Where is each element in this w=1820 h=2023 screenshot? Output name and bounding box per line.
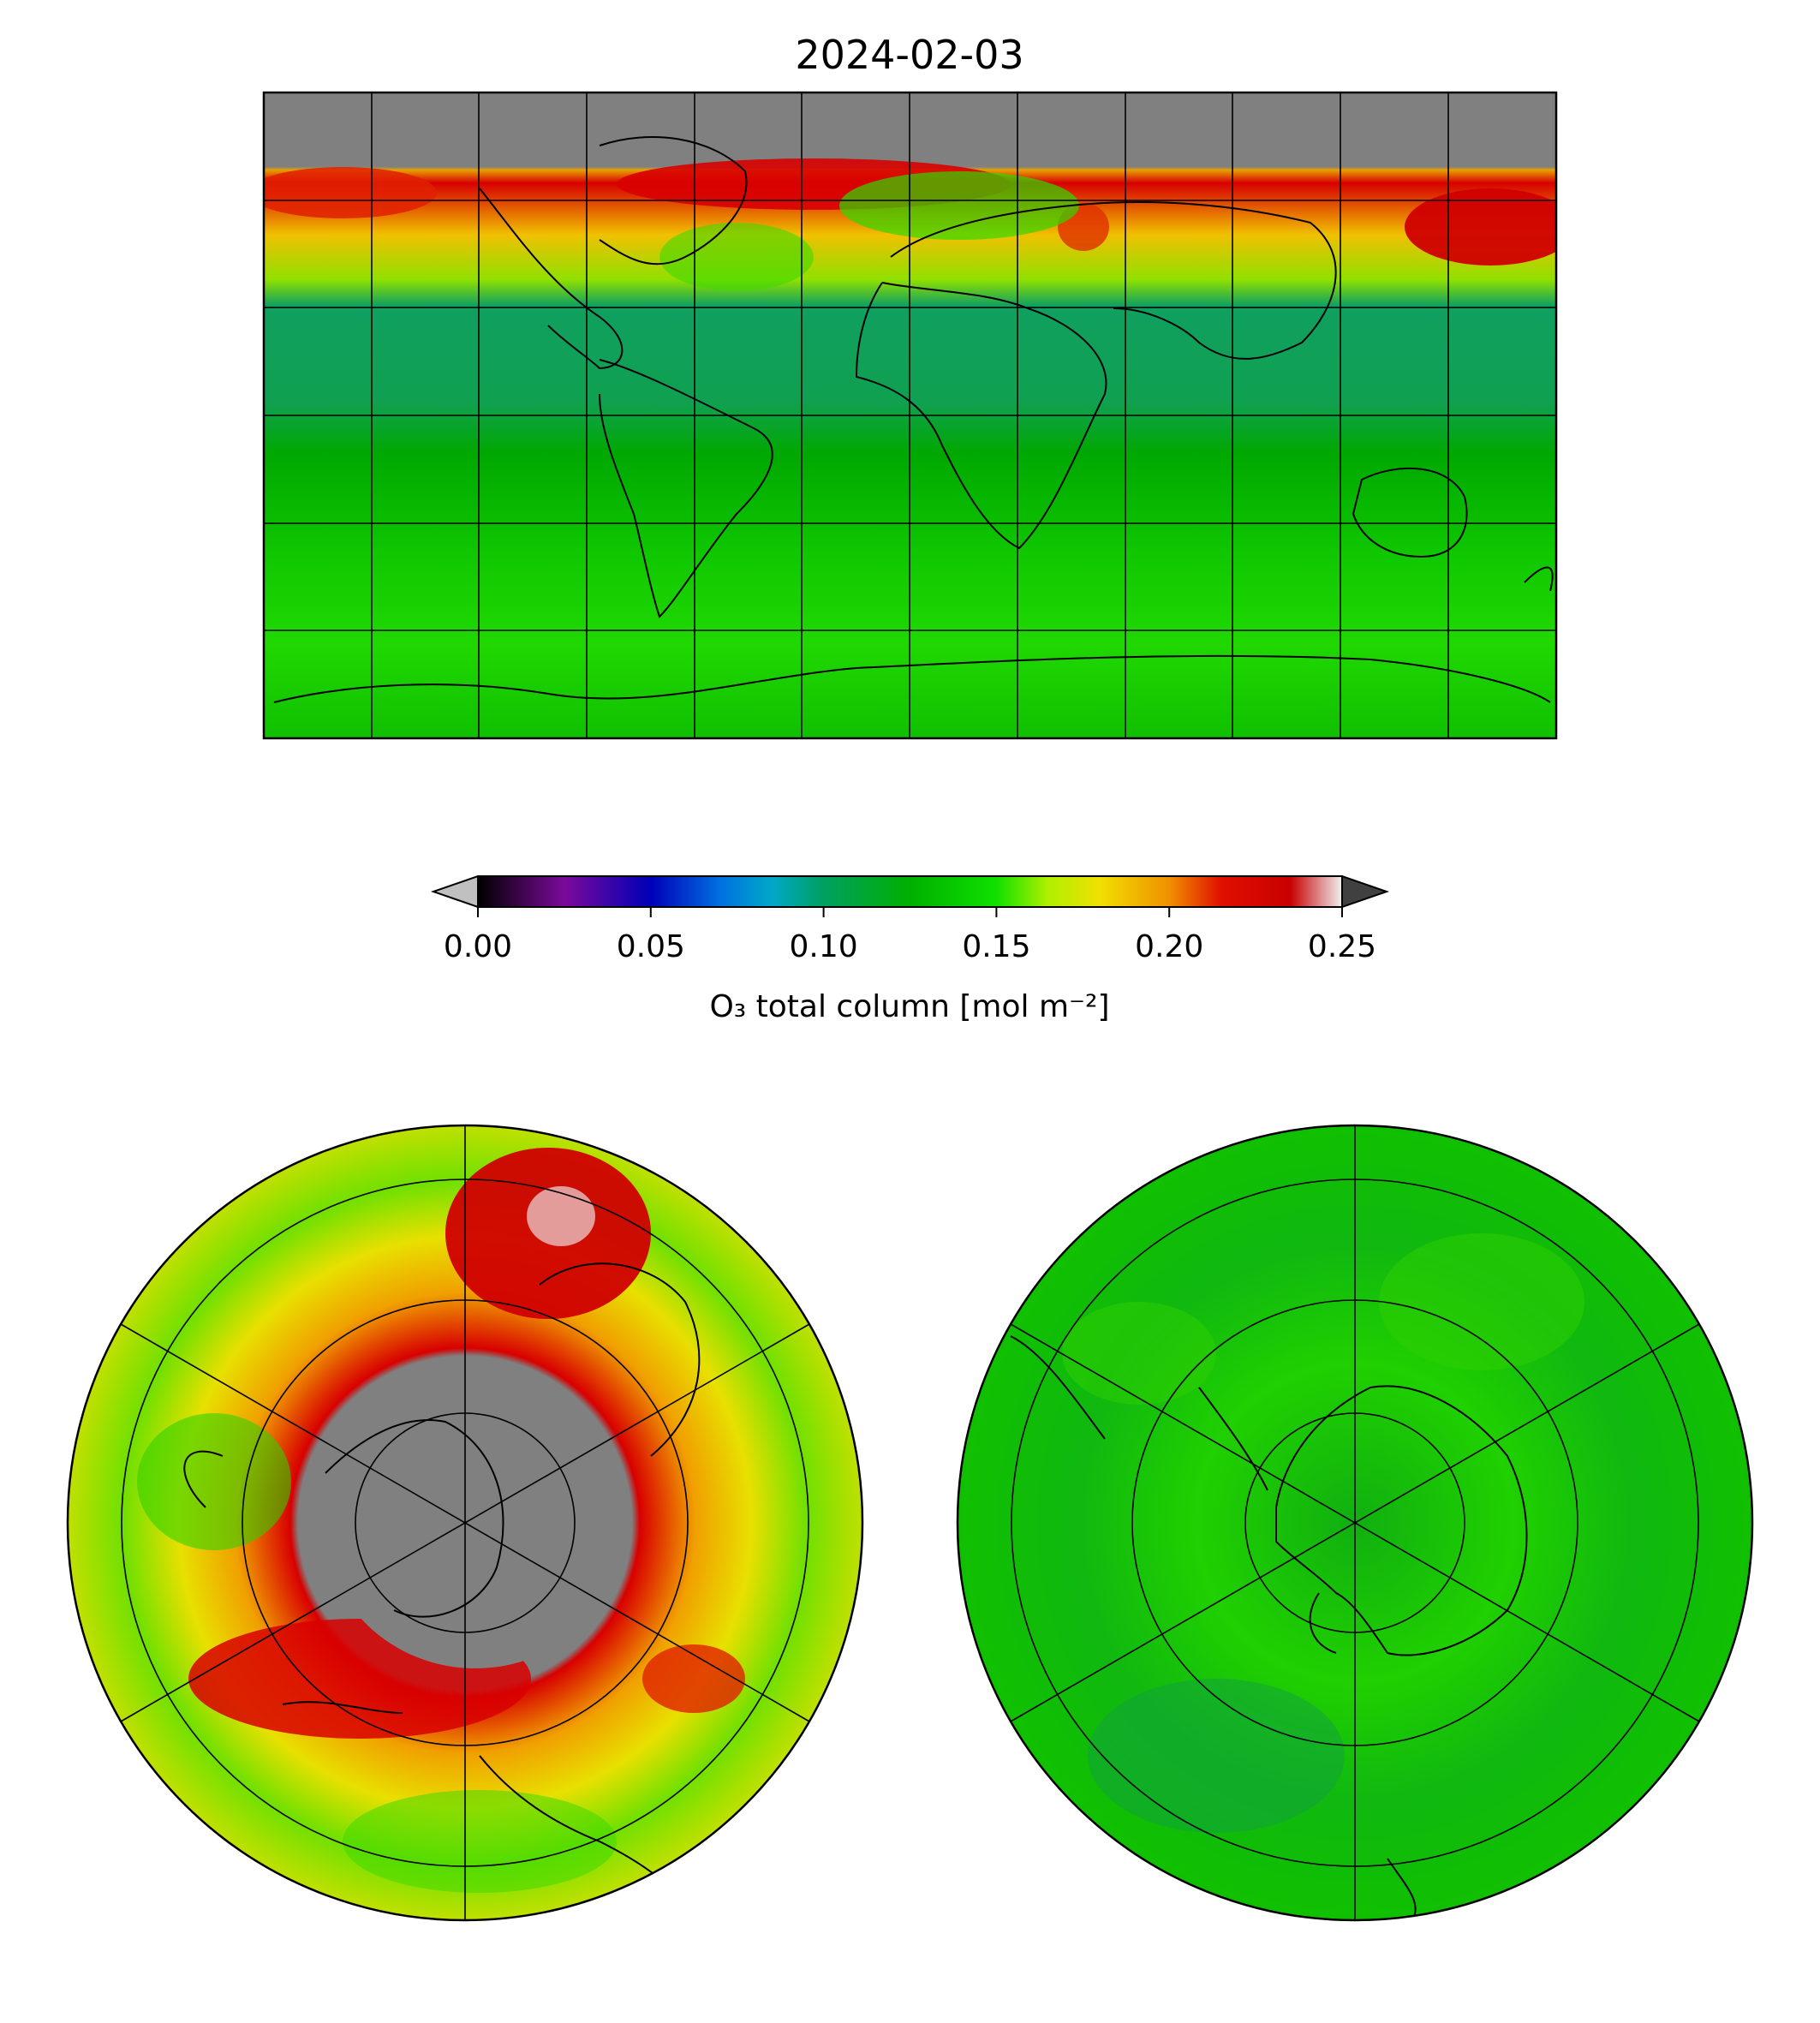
ozone-high-america bbox=[264, 167, 437, 218]
colorbar: 0.00 0.05 0.10 0.15 0.20 0.25 O₃ total column… bbox=[430, 874, 1390, 1024]
ozone-green-europe bbox=[839, 171, 1079, 240]
south-gridlines bbox=[1010, 1125, 1700, 1920]
colorbar-tick-label: 0.20 bbox=[1135, 929, 1203, 964]
colorbar-tick-label: 0.15 bbox=[962, 929, 1030, 964]
colorbar-tick-label: 0.10 bbox=[790, 929, 858, 964]
colorbar-tick-label: 0.05 bbox=[617, 929, 685, 964]
north-map-frame bbox=[66, 1124, 864, 1922]
coastlines bbox=[273, 136, 1554, 703]
north-polar-panel bbox=[66, 1124, 864, 1922]
colorbar-over-extend bbox=[1341, 874, 1390, 909]
global-gridlines bbox=[264, 92, 1556, 738]
north-gridlines bbox=[120, 1125, 810, 1920]
colorbar-tick-label: 0.00 bbox=[444, 929, 512, 964]
global-map-panel bbox=[262, 91, 1558, 740]
colorbar-tick-label: 0.25 bbox=[1308, 929, 1376, 964]
north-polar-nodata bbox=[323, 1374, 628, 1668]
colorbar-label: O₃ total column [mol m⁻²] bbox=[709, 989, 1109, 1024]
south-map-frame bbox=[956, 1124, 1754, 1922]
colorbar-under-extend bbox=[430, 874, 479, 909]
antarctica-coastline bbox=[1275, 1385, 1528, 1656]
ozone-green-atlantic bbox=[659, 223, 814, 291]
figure-title: 2024-02-03 bbox=[795, 32, 1023, 78]
south-polar-panel bbox=[956, 1124, 1754, 1922]
colorbar-ticks: 0.00 0.05 0.10 0.15 0.20 0.25 bbox=[444, 907, 1376, 964]
colorbar-gradient bbox=[477, 875, 1343, 908]
global-map-frame bbox=[262, 91, 1558, 740]
ozone-high-pacific bbox=[1405, 188, 1556, 266]
